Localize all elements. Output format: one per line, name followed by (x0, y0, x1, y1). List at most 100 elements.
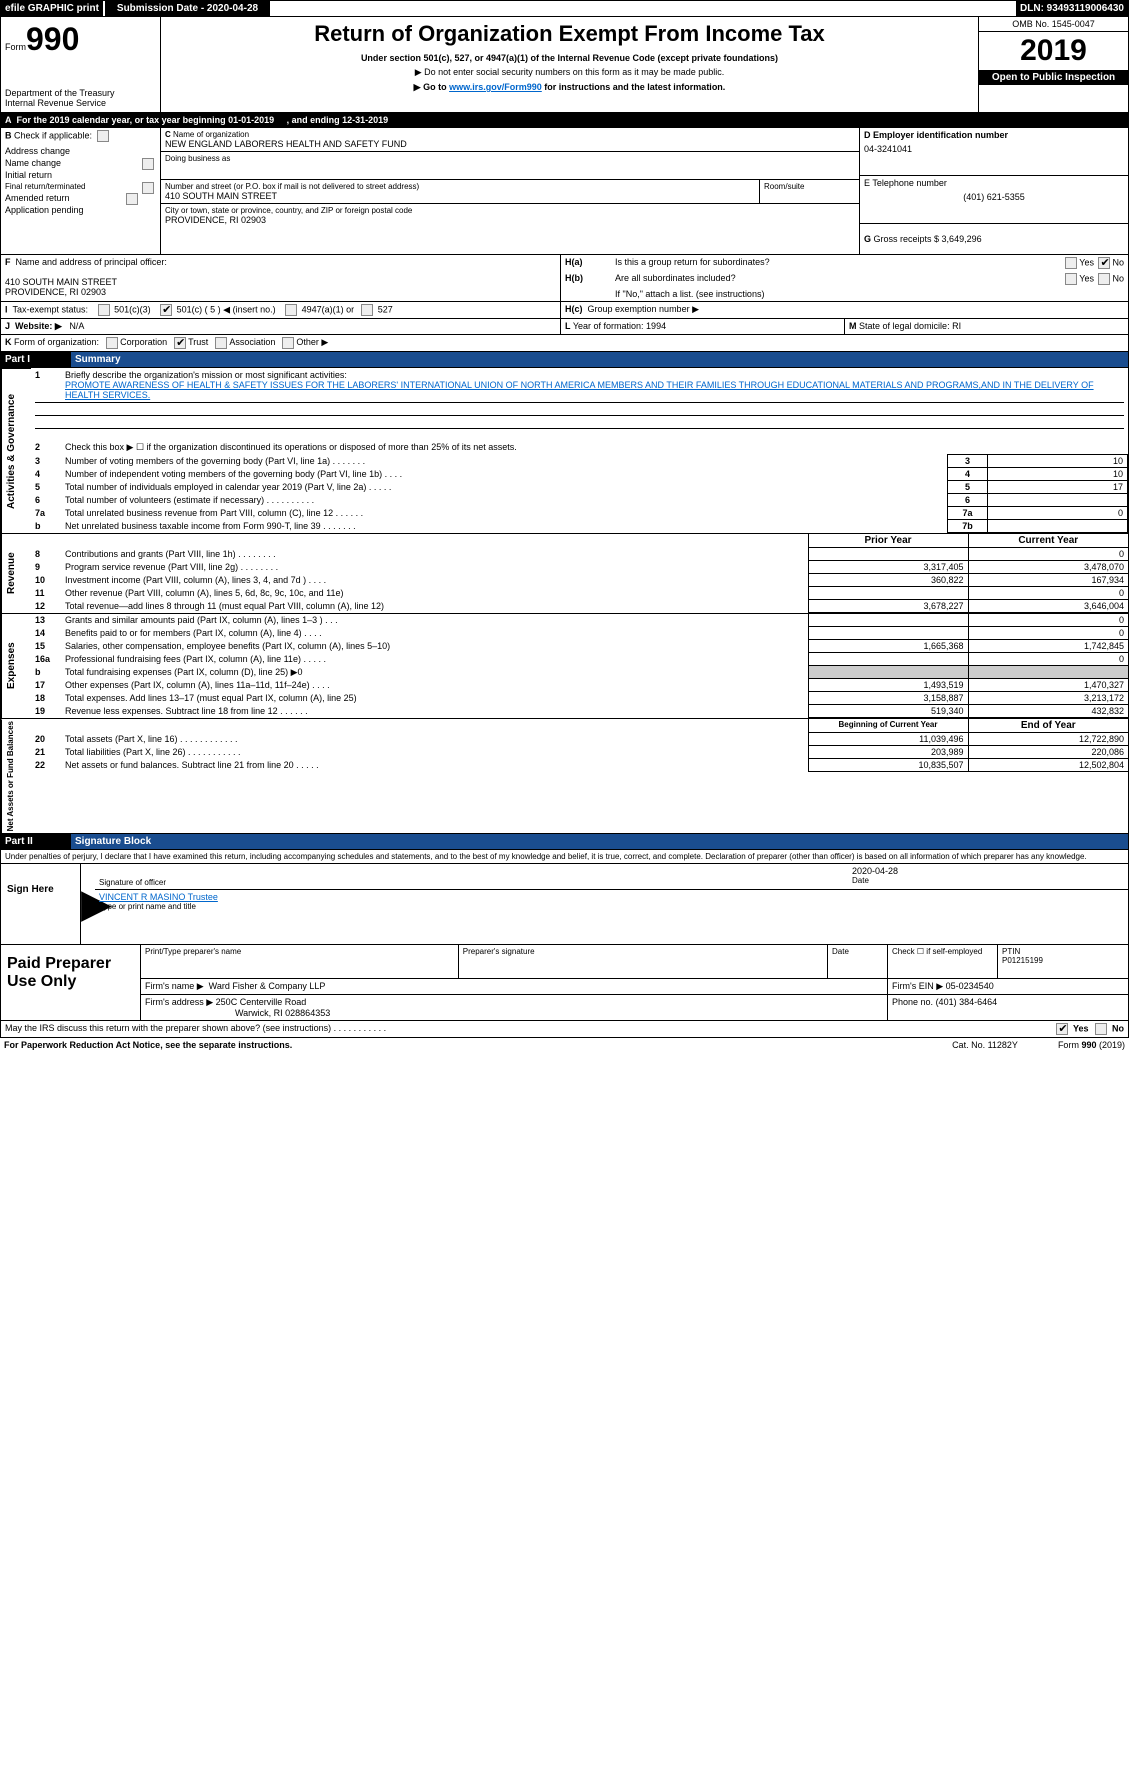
section-f-label: F (5, 257, 11, 267)
discuss-text: May the IRS discuss this return with the… (5, 1023, 1054, 1035)
4947-checkbox[interactable] (285, 304, 297, 316)
phone-label: E Telephone number (864, 178, 1124, 188)
ein-label: D Employer identification number (864, 130, 1124, 140)
hb-yes-checkbox[interactable] (1065, 273, 1077, 285)
street-label: Number and street (or P.O. box if mail i… (165, 182, 755, 191)
part2-title: Signature Block (71, 834, 1128, 849)
section-b-label: B (5, 130, 12, 140)
preparer-name-label: Print/Type preparer's name (141, 945, 459, 978)
section-i-label: I (5, 304, 8, 314)
efile-label: efile GRAPHIC print (1, 1, 103, 16)
preparer-date-label: Date (828, 945, 888, 978)
officer-name[interactable]: VINCENT R MASINO Trustee (99, 892, 1124, 902)
checkbox-final[interactable] (142, 182, 154, 194)
discuss-yes-checkbox[interactable] (1056, 1023, 1068, 1035)
revenue-sidebar: Revenue (1, 534, 31, 613)
table-row: 22Net assets or fund balances. Subtract … (31, 759, 1128, 772)
form990-link[interactable]: www.irs.gov/Form990 (449, 82, 542, 92)
table-row: bTotal fundraising expenses (Part IX, co… (31, 666, 1128, 679)
trust-checkbox[interactable] (174, 337, 186, 349)
section-j-label: J (5, 321, 10, 331)
part2-label: Part II (1, 834, 71, 849)
form-title: Return of Organization Exempt From Incom… (165, 21, 974, 47)
ha-text: Is this a group return for subordinates? (615, 257, 1063, 269)
hb-label: H(b) (565, 273, 615, 285)
table-row: 11Other revenue (Part VIII, column (A), … (31, 587, 1128, 600)
other-checkbox[interactable] (282, 337, 294, 349)
table-row: 18Total expenses. Add lines 13–17 (must … (31, 692, 1128, 705)
current-year-header: Current Year (968, 534, 1128, 548)
open-public: Open to Public Inspection (979, 70, 1128, 85)
end-year-header: End of Year (968, 719, 1128, 733)
q1-num: 1 (35, 370, 65, 400)
website-label: Website: ▶ (15, 321, 62, 331)
ha-no-checkbox[interactable] (1098, 257, 1110, 269)
room-label: Room/suite (764, 182, 855, 191)
firm-addr2: Warwick, RI 028864353 (235, 1008, 330, 1018)
org-name: NEW ENGLAND LABORERS HEALTH AND SAFETY F… (165, 139, 855, 149)
check-if-applicable: Check if applicable: (14, 130, 92, 140)
form-subtitle: Under section 501(c), 527, or 4947(a)(1)… (165, 53, 974, 63)
governance-table: 2Check this box ▶ ☐ if the organization … (31, 441, 1128, 533)
footer-left: For Paperwork Reduction Act Notice, see … (4, 1040, 292, 1050)
table-row: bNet unrelated business taxable income f… (31, 520, 1128, 533)
header-block: Form990 Department of the Treasury Inter… (0, 17, 1129, 113)
section-a: A For the 2019 calendar year, or tax yea… (0, 113, 1129, 128)
checkbox-address[interactable] (97, 130, 109, 142)
assoc-checkbox[interactable] (215, 337, 227, 349)
dln: DLN: 93493119006430 (1016, 1, 1128, 16)
table-row: 10Investment income (Part VIII, column (… (31, 574, 1128, 587)
form-org-label: Form of organization: (14, 337, 99, 349)
city: PROVIDENCE, RI 02903 (165, 215, 855, 225)
officer-label: Name and address of principal officer: (16, 257, 167, 267)
revenue-section: Revenue Prior Year Current Year 8Contrib… (0, 533, 1129, 613)
table-row: 19Revenue less expenses. Subtract line 1… (31, 705, 1128, 718)
opt-final: Final return/terminated (5, 182, 85, 191)
checkbox-name[interactable] (142, 158, 154, 170)
table-row: 6Total number of volunteers (estimate if… (31, 494, 1128, 507)
firm-ein-label: Firm's EIN ▶ (892, 981, 943, 991)
city-label: City or town, state or province, country… (165, 206, 855, 215)
paid-preparer-label: Paid Preparer Use Only (1, 945, 141, 1020)
netassets-table: Beginning of Current Year End of Year 20… (31, 719, 1128, 772)
sig-date-label: Date (852, 876, 1124, 885)
q1-text: Briefly describe the organization's miss… (65, 370, 347, 380)
part1-body: Activities & Governance 1 Briefly descri… (0, 368, 1129, 533)
table-row: 16aProfessional fundraising fees (Part I… (31, 653, 1128, 666)
checkbox-amended[interactable] (126, 193, 138, 205)
501c3-checkbox[interactable] (98, 304, 110, 316)
opt-name-change: Name change (5, 158, 61, 168)
footer-form-num: 990 (1081, 1040, 1096, 1050)
submission-date: Submission Date - 2020-04-28 (103, 1, 270, 16)
part1-header: Part I Summary (0, 352, 1129, 368)
table-row: 14Benefits paid to or for members (Part … (31, 627, 1128, 640)
expenses-section: Expenses 13Grants and similar amounts pa… (0, 613, 1129, 718)
irs: Internal Revenue Service (5, 98, 156, 108)
table-row: 7aTotal unrelated business revenue from … (31, 507, 1128, 520)
table-row: 13Grants and similar amounts paid (Part … (31, 614, 1128, 627)
begin-year-header: Beginning of Current Year (808, 719, 968, 733)
k-row: K Form of organization: Corporation Trus… (0, 335, 1129, 352)
ein-value: 04-3241041 (864, 144, 1124, 154)
form-number: 990 (26, 21, 79, 57)
preparer-sig-label: Preparer's signature (459, 945, 828, 978)
table-row: 4Number of independent voting members of… (31, 468, 1128, 481)
opt-initial: Initial return (5, 170, 52, 180)
form-prefix: Form (5, 42, 26, 52)
table-row: 21Total liabilities (Part X, line 26) . … (31, 746, 1128, 759)
paid-preparer-block: Paid Preparer Use Only Print/Type prepar… (0, 945, 1129, 1021)
table-row: 17Other expenses (Part IX, column (A), l… (31, 679, 1128, 692)
discuss-row: May the IRS discuss this return with the… (0, 1021, 1129, 1038)
table-row: 9Program service revenue (Part VIII, lin… (31, 561, 1128, 574)
527-checkbox[interactable] (361, 304, 373, 316)
501c-checkbox[interactable] (160, 304, 172, 316)
ha-yes-checkbox[interactable] (1065, 257, 1077, 269)
year-formation: Year of formation: 1994 (573, 321, 666, 331)
table-row: 2Check this box ▶ ☐ if the organization … (31, 441, 1128, 455)
hb-no-checkbox[interactable] (1098, 273, 1110, 285)
corp-checkbox[interactable] (106, 337, 118, 349)
street: 410 SOUTH MAIN STREET (165, 191, 755, 201)
discuss-no-checkbox[interactable] (1095, 1023, 1107, 1035)
q1-answer[interactable]: PROMOTE AWARENESS OF HEALTH & SAFETY ISS… (65, 380, 1094, 400)
firm-addr1: 250C Centerville Road (216, 997, 307, 1007)
